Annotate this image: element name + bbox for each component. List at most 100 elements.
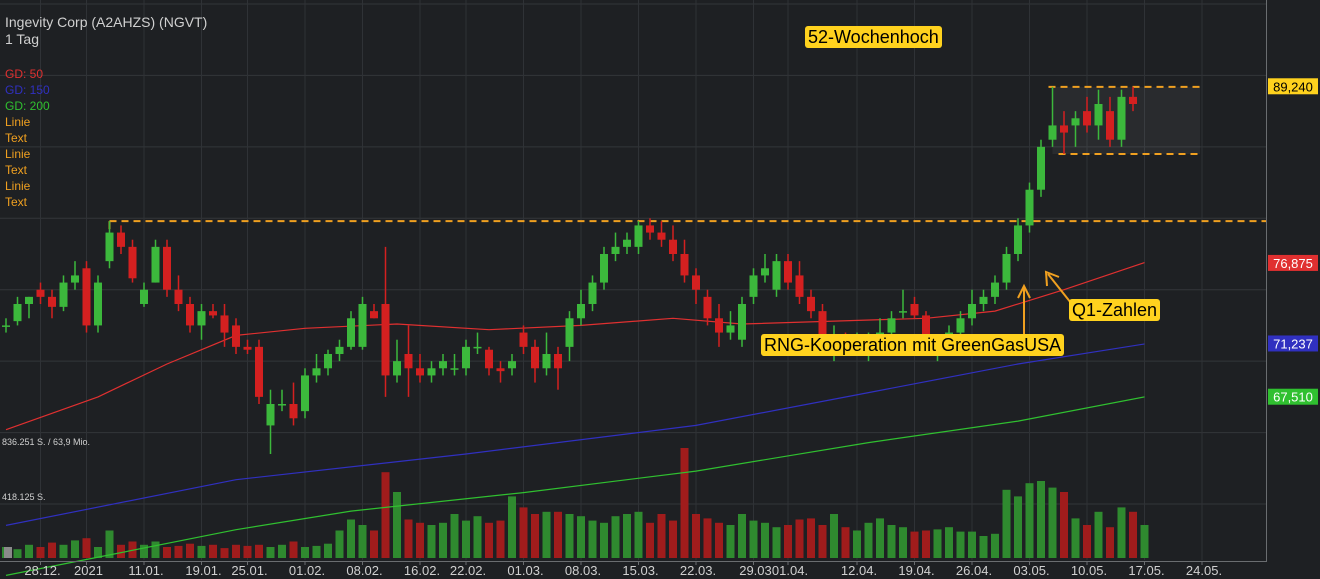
x-tick-label: 01.04. <box>772 563 808 578</box>
candle-body <box>13 304 22 322</box>
legend-item: Text <box>5 195 28 209</box>
volume-bar <box>1083 525 1091 558</box>
volume-mid-label: 418.125 S. <box>2 492 46 502</box>
volume-bar <box>416 522 424 558</box>
candle-body <box>485 349 493 369</box>
x-tick-label: 29.03 <box>739 563 772 578</box>
volume-bar <box>864 522 873 558</box>
candle-body <box>1014 225 1022 254</box>
price-label-box <box>1268 335 1318 352</box>
volume-bars <box>2 448 1149 558</box>
volume-bar <box>48 542 56 558</box>
volume-bar <box>703 518 712 558</box>
legend-item: GD: 150 <box>5 83 50 97</box>
x-tick-label: 25.01. <box>231 563 267 578</box>
volume-bar <box>335 530 344 558</box>
candle-body <box>324 354 332 369</box>
candle-body <box>565 318 574 347</box>
candle-body <box>209 311 217 316</box>
volume-bar <box>588 520 597 558</box>
candle-body <box>1071 118 1080 126</box>
volume-bar <box>634 511 643 558</box>
candle-body <box>82 268 91 326</box>
x-tick-label: 28.12. <box>24 563 60 578</box>
candle-body <box>25 296 33 304</box>
volume-bar <box>220 548 229 558</box>
volume-bar <box>13 549 22 558</box>
candle-body <box>531 346 539 369</box>
volume-bar <box>427 525 436 558</box>
volume-bar <box>140 544 148 558</box>
candle-body <box>1060 125 1068 133</box>
legend-item: Linie <box>5 179 31 193</box>
candle-body <box>554 354 562 369</box>
volume-bar <box>1060 492 1068 558</box>
annotation-q1-results: Q1-Zahlen <box>1069 299 1161 321</box>
candle-body <box>94 282 102 326</box>
candle-body <box>761 268 769 276</box>
volume-bar <box>1037 481 1045 558</box>
volume-bar <box>795 519 804 558</box>
volume-bar <box>59 544 68 558</box>
candle-body <box>807 296 815 312</box>
volume-bar <box>163 547 171 558</box>
volume-bar <box>508 496 516 558</box>
volume-bar <box>243 545 252 558</box>
volume-bar <box>266 547 275 558</box>
candle-body <box>312 368 321 376</box>
volume-bar <box>1048 487 1057 558</box>
candle-body <box>416 368 424 376</box>
candle-body <box>255 346 263 397</box>
interval-label: 1 Tag <box>5 31 39 47</box>
x-tick-label: 01.03. <box>507 563 543 578</box>
volume-bar <box>94 547 102 558</box>
q1-arrow-shaft <box>1047 273 1072 304</box>
price-label-text: 76,875 <box>1273 256 1313 271</box>
candle-body <box>968 304 976 319</box>
volume-bar <box>933 529 942 558</box>
candle-body <box>1048 125 1057 140</box>
q1-arrow-head <box>1044 270 1060 287</box>
x-tick-label: 08.02. <box>346 563 382 578</box>
candle-body <box>1094 104 1103 126</box>
volume-bar <box>600 522 608 558</box>
legend-item: Linie <box>5 147 31 161</box>
candle-body <box>473 346 482 349</box>
price-label-box <box>1268 78 1318 95</box>
candle-body <box>1025 189 1034 226</box>
volume-bar <box>623 514 631 558</box>
candle-body <box>358 304 367 347</box>
volume-bar <box>807 518 815 558</box>
x-tick-label: 19.01. <box>185 563 221 578</box>
candle-body <box>266 404 275 426</box>
candle-body <box>726 325 735 333</box>
candle-body <box>715 318 723 333</box>
candle-body <box>48 296 56 307</box>
volume-bar <box>519 507 528 558</box>
candle-body <box>105 232 114 262</box>
candle-body <box>71 275 79 283</box>
candle-body <box>335 346 344 354</box>
candle-body <box>2 325 10 327</box>
volume-bar <box>1025 483 1034 558</box>
volume-bar <box>680 448 689 558</box>
volume-bar <box>531 514 539 558</box>
volume-bar <box>186 543 194 558</box>
ma-150-line <box>5 343 1145 526</box>
x-tick-label: 01.02. <box>289 563 325 578</box>
volume-bar <box>577 516 585 558</box>
volume-bar <box>611 516 620 558</box>
volume-bar <box>1106 527 1114 558</box>
volume-bar <box>347 519 355 558</box>
x-tick-label: 22.02. <box>450 563 486 578</box>
volume-bar <box>830 514 838 558</box>
volume-bar <box>669 520 677 558</box>
ma-200-line <box>5 396 1145 576</box>
volume-bar <box>105 530 114 558</box>
volume-bar <box>956 531 965 558</box>
candle-body <box>519 332 528 347</box>
volume-bar <box>381 472 390 558</box>
legend-item: Text <box>5 131 28 145</box>
volume-bar <box>899 527 907 558</box>
